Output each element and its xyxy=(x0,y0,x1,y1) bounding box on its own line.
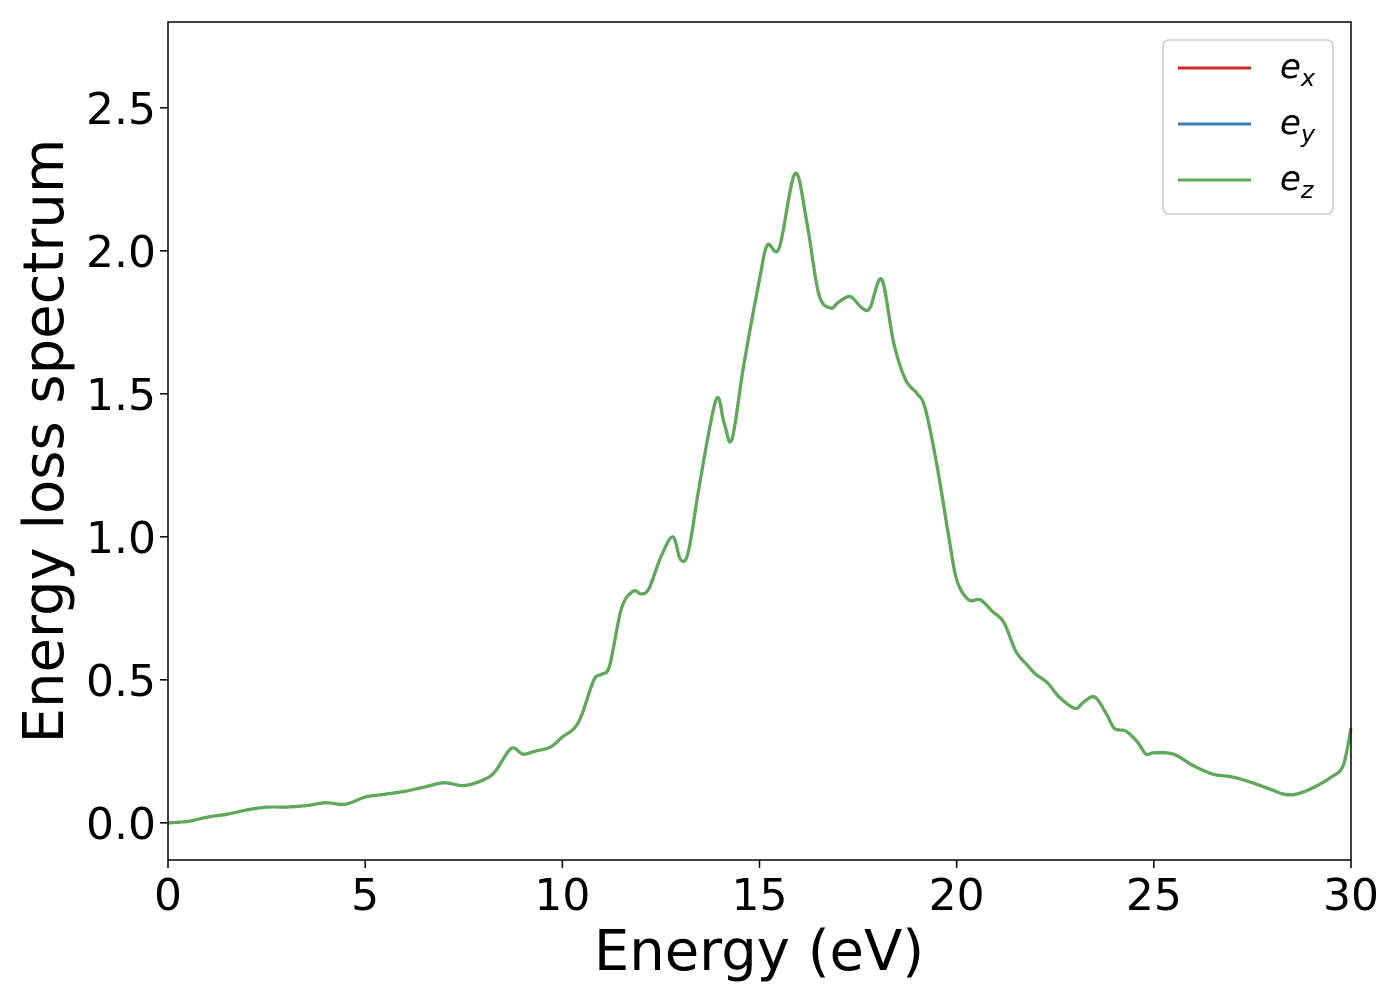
y-tick-label: 2.0 xyxy=(86,227,156,278)
series-line-e-x xyxy=(167,172,1353,825)
series-line-e-y xyxy=(167,172,1353,825)
series-line-e-z xyxy=(167,172,1353,825)
x-tick-label: 5 xyxy=(351,870,379,921)
y-axis-label: Energy loss spectrum xyxy=(12,139,77,744)
legend: ex ey ez xyxy=(1162,39,1334,215)
y-axis-ticks: 0.0 0.5 1.0 1.5 2.0 2.5 xyxy=(86,84,168,850)
y-tick-label: 0.5 xyxy=(86,656,156,707)
x-tick-label: 15 xyxy=(732,870,788,921)
legend-label-e-y: ey xyxy=(1280,103,1316,148)
legend-entries: ex ey ez xyxy=(1178,47,1316,204)
x-tick-label: 25 xyxy=(1126,870,1182,921)
x-tick-label: 30 xyxy=(1323,870,1379,921)
x-axis-ticks: 0 5 10 15 20 25 30 xyxy=(154,860,1379,921)
series-layer xyxy=(167,172,1353,825)
y-tick-label: 1.0 xyxy=(86,513,156,564)
legend-label-e-z: ez xyxy=(1280,159,1315,204)
x-axis-label: Energy (eV) xyxy=(594,919,924,984)
y-tick-label: 2.5 xyxy=(86,84,156,135)
x-tick-label: 0 xyxy=(154,870,182,921)
y-tick-label: 0.0 xyxy=(86,799,156,850)
x-tick-label: 10 xyxy=(534,870,590,921)
y-tick-label: 1.5 xyxy=(86,370,156,421)
legend-box xyxy=(1162,39,1334,215)
legend-label-e-x: ex xyxy=(1280,47,1316,92)
x-tick-label: 20 xyxy=(929,870,985,921)
